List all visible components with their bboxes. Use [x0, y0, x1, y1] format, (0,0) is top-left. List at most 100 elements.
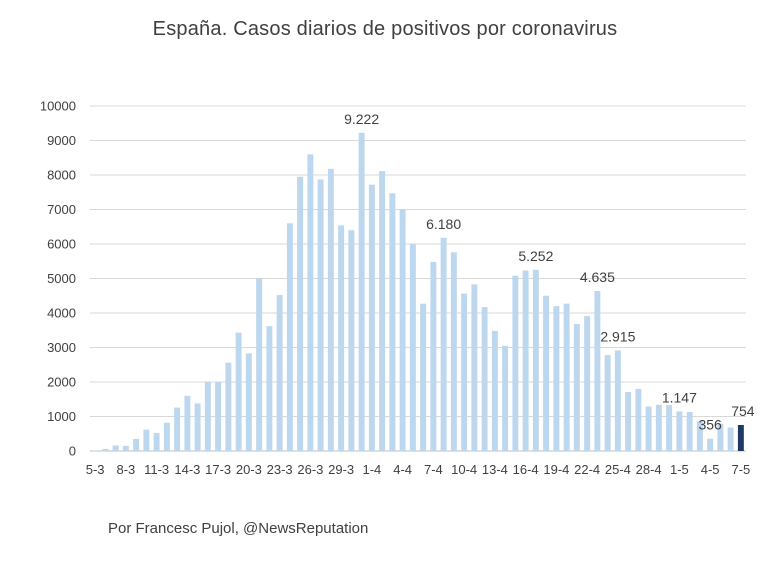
bar [348, 230, 355, 451]
x-tick-label: 26-3 [297, 462, 323, 477]
bar [389, 193, 396, 452]
footer-credit: Por Francesc Pujol, @NewsReputation [108, 520, 369, 537]
bar [399, 209, 406, 451]
x-tick-label: 20-3 [236, 462, 262, 477]
x-tick-label: 7-5 [731, 462, 750, 477]
bar [543, 295, 550, 451]
bar [461, 293, 468, 451]
x-tick-label: 19-4 [543, 462, 569, 477]
x-tick-label: 29-3 [328, 462, 354, 477]
x-tick-label: 1-5 [670, 462, 689, 477]
bar [368, 184, 375, 451]
y-axis-ticks: 0 1000 2000 3000 4000 5000 6000 7000 8000 9000 100… [40, 99, 76, 459]
bar [645, 406, 652, 451]
data-label: 754 [731, 403, 755, 419]
y-tick-label: 5000 [47, 271, 76, 286]
x-tick-label: 14-3 [174, 462, 200, 477]
x-tick-label: 5-3 [86, 462, 105, 477]
data-label: 5.252 [518, 248, 553, 264]
bar [481, 307, 488, 451]
data-label: 2.915 [600, 328, 635, 344]
bar [184, 395, 191, 451]
bar [512, 275, 519, 451]
bar [153, 433, 160, 451]
data-label: 356 [698, 417, 722, 433]
bar [676, 411, 683, 451]
bars [92, 132, 744, 452]
bar [379, 171, 386, 451]
bar [707, 438, 714, 451]
bar [502, 345, 509, 451]
bar [358, 132, 365, 451]
x-tick-label: 23-3 [267, 462, 293, 477]
bar [614, 350, 621, 451]
data-label: 6.180 [426, 216, 461, 232]
bar [532, 269, 539, 451]
bar [174, 407, 181, 451]
bar [727, 427, 734, 451]
x-tick-label: 8-3 [116, 462, 135, 477]
bar [420, 303, 427, 451]
bar [225, 362, 232, 451]
y-tick-label: 2000 [47, 375, 76, 390]
bar [194, 403, 201, 451]
bar [563, 303, 570, 451]
bar [604, 355, 611, 451]
bar [522, 270, 529, 451]
bar [133, 438, 140, 451]
bar [553, 306, 560, 451]
bar [245, 353, 252, 451]
bar [204, 382, 211, 451]
y-tick-label: 1000 [47, 409, 76, 424]
bar [143, 429, 150, 451]
bar [297, 176, 304, 451]
x-tick-label: 7-4 [424, 462, 443, 477]
bar [338, 225, 345, 451]
bar [163, 422, 170, 451]
bar [696, 421, 703, 451]
data-label: 1.147 [662, 389, 697, 405]
bar [256, 278, 263, 451]
x-tick-label: 13-4 [482, 462, 508, 477]
x-axis-ticks: 5-3 8-3 11-3 14-3 17-3 20-3 23-3 26-3 29-3 1-4 4-4… [86, 462, 751, 477]
bar [737, 424, 744, 451]
x-tick-label: 22-4 [574, 462, 600, 477]
x-tick-label: 1-4 [362, 462, 381, 477]
x-tick-label: 4-5 [701, 462, 720, 477]
bar [625, 392, 632, 451]
bar [594, 291, 601, 451]
y-tick-label: 0 [69, 444, 76, 459]
data-label: 9.222 [344, 111, 379, 127]
bar [440, 237, 447, 451]
x-tick-label: 16-4 [513, 462, 539, 477]
bar [686, 412, 693, 451]
bar [717, 423, 724, 451]
y-tick-label: 8000 [47, 168, 76, 183]
bar [409, 244, 416, 451]
bar [584, 316, 591, 451]
bar [102, 448, 109, 451]
bar [122, 445, 129, 451]
data-label: 4.635 [580, 269, 615, 285]
bar [286, 223, 293, 451]
bar [655, 404, 662, 451]
y-tick-label: 9000 [47, 133, 76, 148]
bar [635, 388, 642, 451]
x-tick-label: 10-4 [451, 462, 477, 477]
x-tick-label: 17-3 [205, 462, 231, 477]
y-tick-label: 7000 [47, 202, 76, 217]
chart-title: España. Casos diarios de positivos por c… [152, 18, 618, 40]
bar [471, 284, 478, 451]
y-tick-label: 4000 [47, 306, 76, 321]
bar [266, 326, 273, 451]
bar [491, 330, 498, 451]
bar [317, 179, 324, 452]
bar [450, 252, 457, 451]
y-tick-label: 6000 [47, 237, 76, 252]
bar [307, 154, 314, 452]
x-tick-label: 28-4 [636, 462, 662, 477]
bar [666, 405, 673, 451]
bar [430, 261, 437, 451]
